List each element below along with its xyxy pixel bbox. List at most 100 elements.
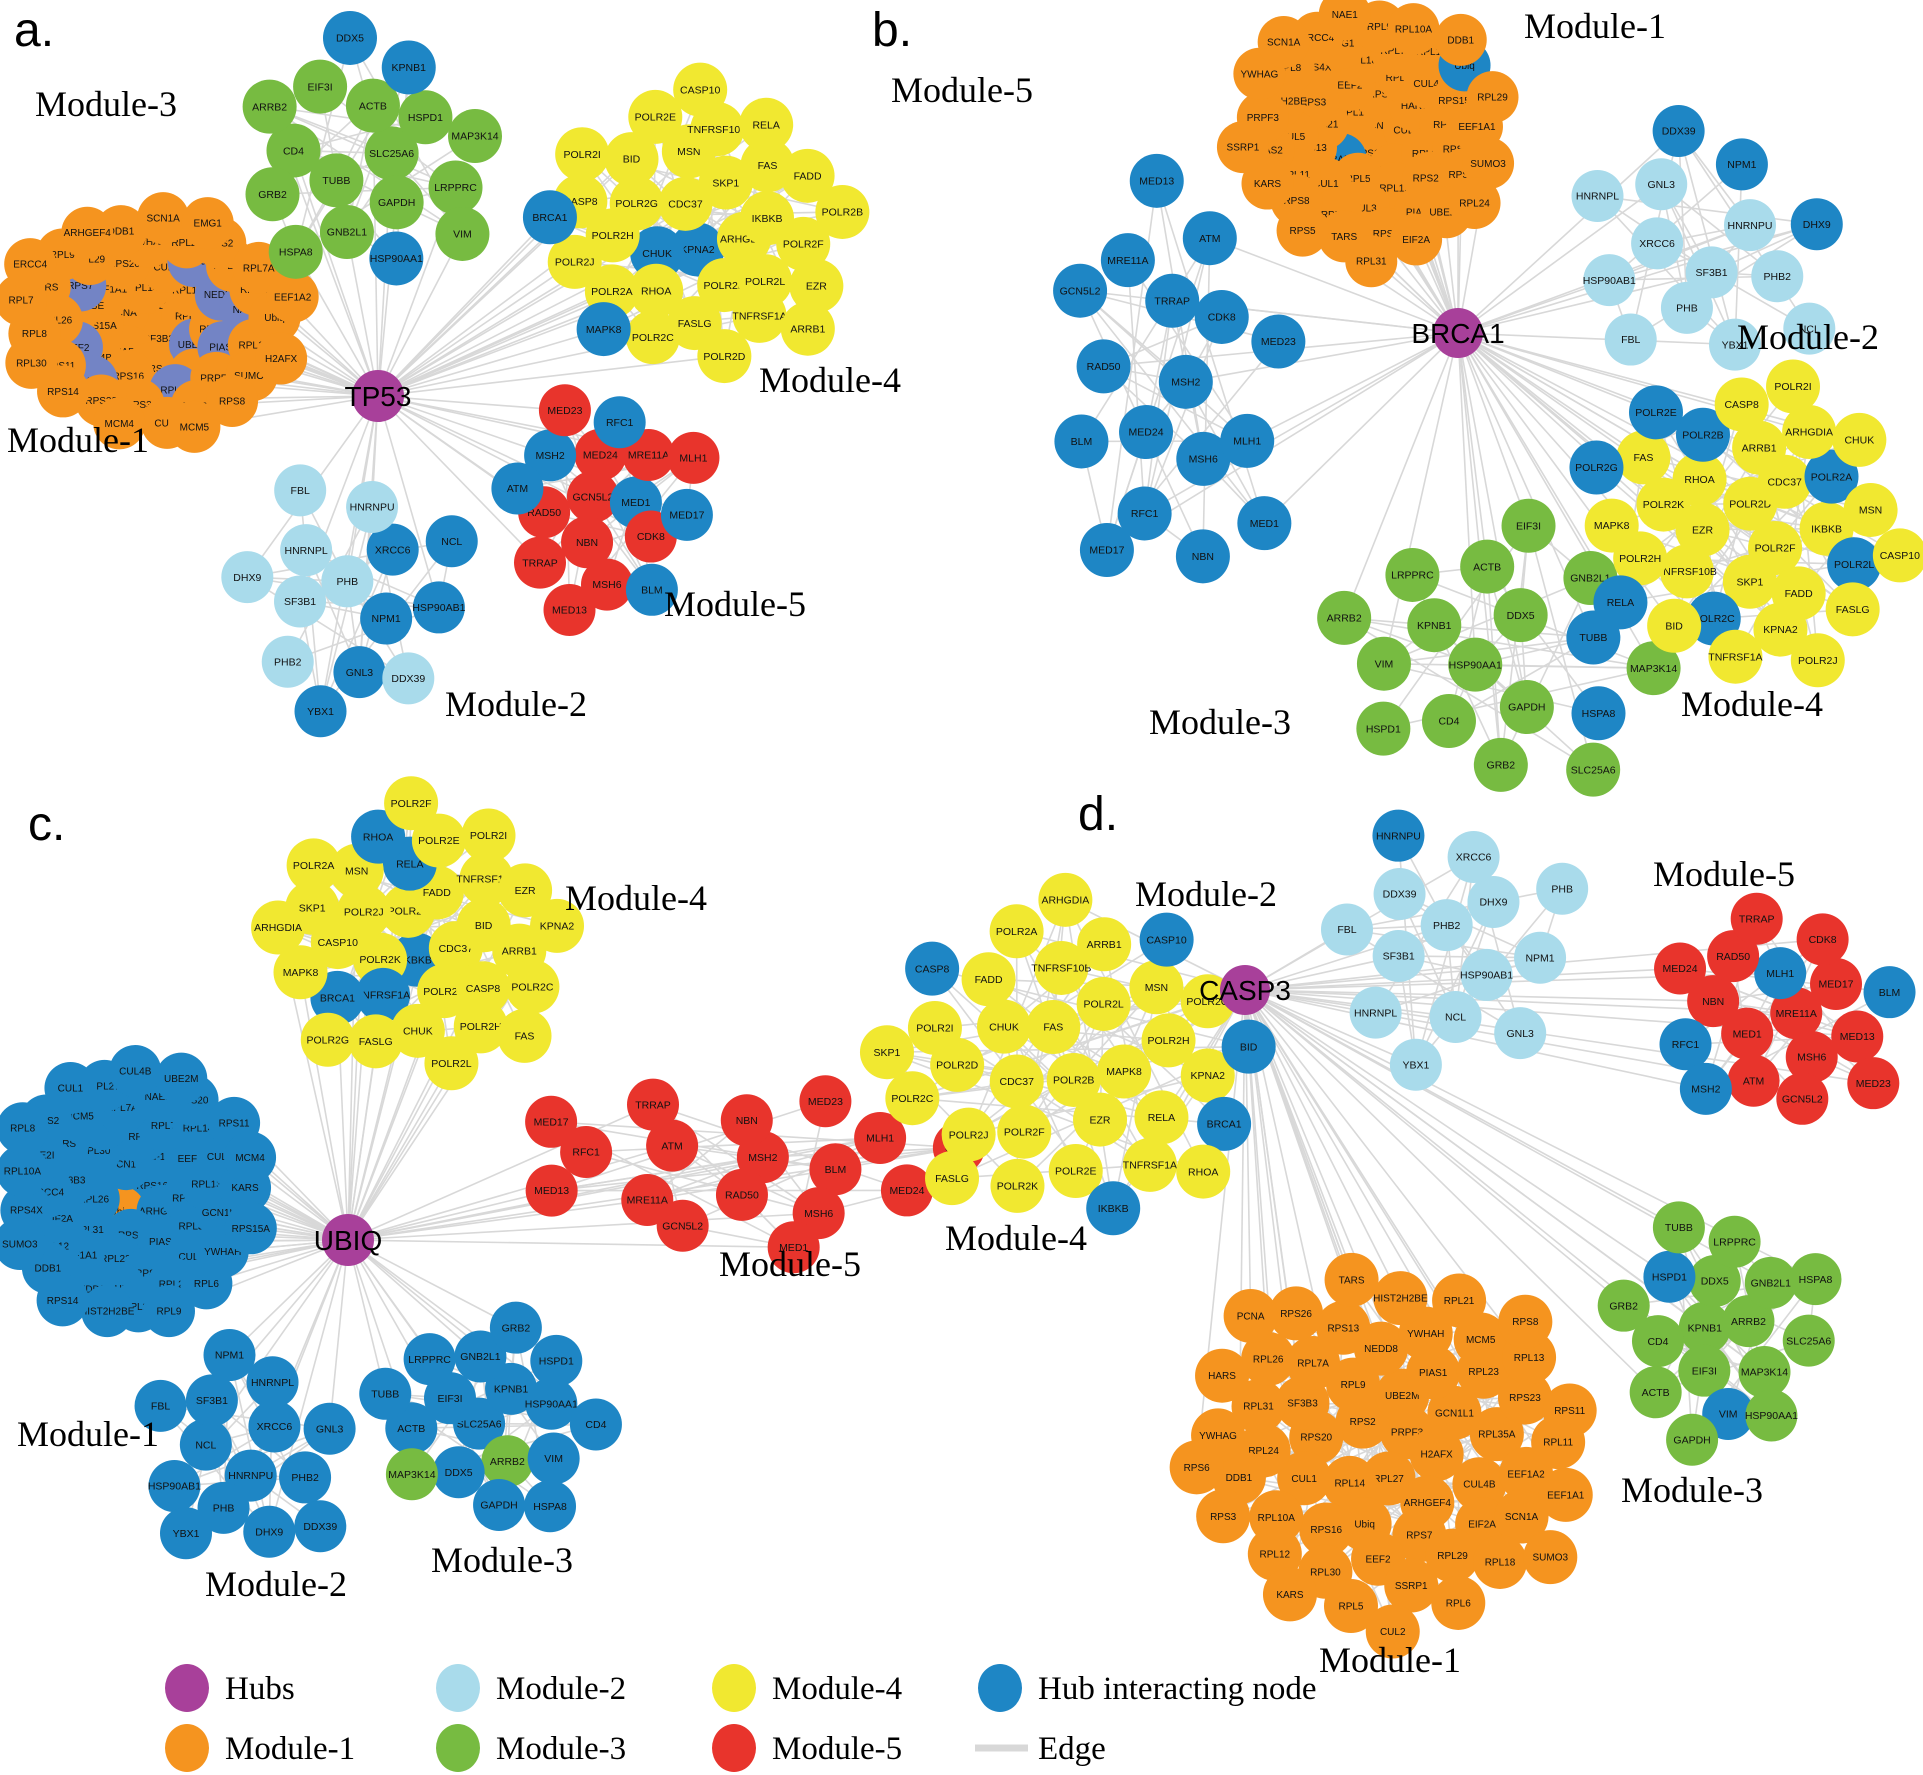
- node-HSPA8[interactable]: [1789, 1253, 1842, 1306]
- node-ARRB2[interactable]: [242, 79, 297, 134]
- node-DHX9[interactable]: [1467, 875, 1520, 928]
- node-DDX5[interactable]: [1688, 1255, 1741, 1308]
- node-RELA[interactable]: [1134, 1090, 1189, 1145]
- node-SSRP1[interactable]: [1216, 121, 1269, 174]
- node-TUBB[interactable]: [1652, 1201, 1705, 1254]
- node-HSPD1[interactable]: [1643, 1250, 1696, 1303]
- node-HNRNPL[interactable]: [280, 524, 333, 577]
- node-ARHGDIA[interactable]: [1038, 872, 1093, 927]
- node-TUBB[interactable]: [359, 1367, 412, 1420]
- node-GCN1L1[interactable]: [1427, 1385, 1482, 1440]
- node-RPS26[interactable]: [1269, 1286, 1324, 1341]
- node-VIM[interactable]: [1702, 1387, 1755, 1440]
- node-PHB2[interactable]: [1751, 250, 1804, 303]
- node-BID[interactable]: [1221, 1019, 1276, 1074]
- node-VIM[interactable]: [1356, 636, 1411, 691]
- node-MSN[interactable]: [1129, 960, 1184, 1015]
- node-GCN5L2[interactable]: [1776, 1072, 1829, 1125]
- node-EEF1A2[interactable]: [266, 270, 319, 323]
- node-RPL21[interactable]: [1432, 1273, 1487, 1328]
- node-NAE1[interactable]: [1318, 0, 1371, 41]
- node-MED17[interactable]: [1810, 958, 1863, 1011]
- node-NCL[interactable]: [1783, 302, 1836, 355]
- node-SCN1A[interactable]: [1257, 16, 1310, 69]
- node-TNFRSF10B[interactable]: [1034, 940, 1089, 995]
- node-ARHGEF4[interactable]: [61, 206, 114, 259]
- node-SKP1[interactable]: [859, 1025, 914, 1080]
- node-SUMO3[interactable]: [0, 1217, 46, 1270]
- node-TNFRSF10B[interactable]: [1659, 544, 1714, 599]
- node-RPL29[interactable]: [1466, 71, 1519, 124]
- node-HSP90AA1[interactable]: [369, 231, 424, 286]
- node-YBX1[interactable]: [159, 1507, 212, 1560]
- node-NBN[interactable]: [720, 1094, 773, 1147]
- node-NCL[interactable]: [425, 515, 478, 568]
- node-DHX9[interactable]: [1790, 198, 1843, 251]
- node-POLR2G[interactable]: [300, 1012, 355, 1067]
- node-CHUK[interactable]: [1832, 412, 1887, 467]
- node-PCNA[interactable]: [1223, 1288, 1278, 1343]
- node-YBX1[interactable]: [1389, 1038, 1442, 1091]
- node-PHB2[interactable]: [1420, 899, 1473, 952]
- node-GAPDH[interactable]: [1666, 1413, 1719, 1466]
- node-HSP90AA1[interactable]: [1448, 637, 1503, 692]
- node-POLR2K[interactable]: [990, 1158, 1045, 1213]
- node-POLR2K[interactable]: [1636, 477, 1691, 532]
- node-RPS8[interactable]: [1498, 1294, 1553, 1349]
- node-HNRNPU[interactable]: [1724, 199, 1777, 252]
- node-NPM1[interactable]: [360, 592, 413, 645]
- node-HSPA8[interactable]: [1571, 686, 1626, 741]
- node-MED1[interactable]: [767, 1221, 820, 1274]
- node-TARS[interactable]: [1324, 1252, 1379, 1307]
- node-GNL3[interactable]: [1635, 158, 1688, 211]
- node-MAP3K14[interactable]: [448, 109, 503, 164]
- node-HARS[interactable]: [1195, 1348, 1250, 1403]
- node-EZR[interactable]: [1073, 1092, 1128, 1147]
- node-POLR2F[interactable]: [997, 1104, 1052, 1159]
- node-FBL[interactable]: [274, 464, 327, 517]
- node-RHOA[interactable]: [629, 263, 684, 318]
- node-PHB[interactable]: [321, 555, 374, 608]
- node-DDX5[interactable]: [1493, 588, 1548, 643]
- node-SUMO3[interactable]: [1523, 1530, 1578, 1585]
- node-SLC25A6[interactable]: [1566, 742, 1621, 797]
- node-HSPD1[interactable]: [398, 90, 453, 145]
- node-MED1[interactable]: [1237, 496, 1292, 551]
- node-GNL3[interactable]: [303, 1402, 356, 1455]
- node-CASP8[interactable]: [905, 941, 960, 996]
- node-MED24[interactable]: [1654, 942, 1707, 995]
- node-MCM4[interactable]: [93, 397, 146, 450]
- node-KPNA2[interactable]: [530, 898, 585, 953]
- node-ARRB2[interactable]: [1722, 1295, 1775, 1348]
- node-KPNA2[interactable]: [1753, 602, 1808, 657]
- node-RPL29[interactable]: [1425, 1528, 1480, 1583]
- node-HSP90AA1[interactable]: [1745, 1389, 1798, 1442]
- node-MSH6[interactable]: [1176, 431, 1231, 486]
- node-ARRB2[interactable]: [481, 1435, 534, 1488]
- node-CHUK[interactable]: [977, 999, 1032, 1054]
- node-EZR[interactable]: [498, 863, 553, 918]
- node-POLR2J[interactable]: [941, 1107, 996, 1162]
- node-RPS5[interactable]: [1276, 204, 1329, 257]
- node-RPS14[interactable]: [36, 1274, 89, 1327]
- node-YBX1[interactable]: [1709, 318, 1762, 371]
- node-EMG1[interactable]: [181, 197, 234, 250]
- node-VIM[interactable]: [527, 1432, 580, 1485]
- node-RPL5[interactable]: [1323, 1579, 1378, 1634]
- node-ATM[interactable]: [491, 462, 544, 515]
- node-NBN[interactable]: [561, 516, 614, 569]
- node-BLM[interactable]: [1054, 414, 1109, 469]
- node-DDB1[interactable]: [1434, 13, 1487, 66]
- node-ATM[interactable]: [1182, 211, 1237, 266]
- node-MED13[interactable]: [525, 1164, 578, 1217]
- node-RFC1[interactable]: [593, 396, 646, 449]
- node-FBL[interactable]: [1320, 903, 1373, 956]
- node-DDX5[interactable]: [322, 10, 377, 65]
- node-MSN[interactable]: [1843, 482, 1898, 537]
- node-POLR2B[interactable]: [1675, 407, 1730, 462]
- node-ARRB1[interactable]: [1077, 917, 1132, 972]
- node-POLR2D[interactable]: [417, 964, 472, 1019]
- node-POLR2L[interactable]: [1827, 537, 1882, 592]
- node-GCN5L2[interactable]: [656, 1199, 709, 1252]
- node-HNRNPL[interactable]: [1349, 986, 1402, 1039]
